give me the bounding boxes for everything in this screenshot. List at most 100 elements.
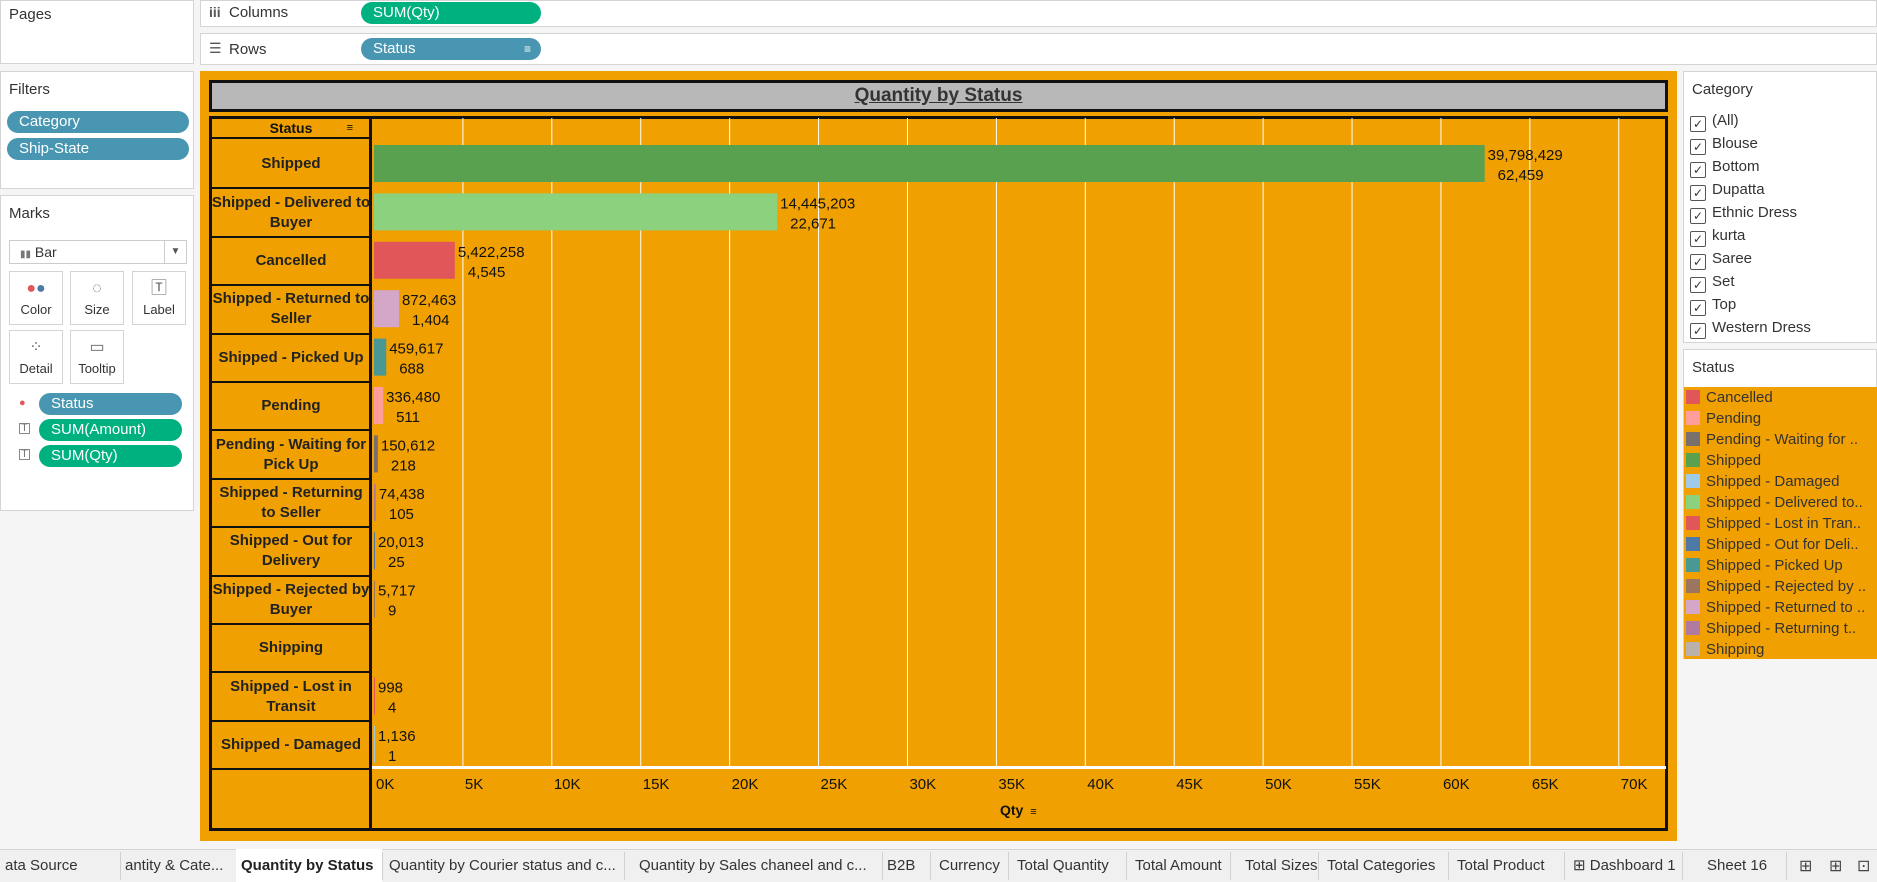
bar[interactable] (374, 241, 455, 279)
category-checkbox-row[interactable]: ✓ Dupatta (1690, 178, 1765, 201)
sheet-tab[interactable]: ata Source (0, 849, 120, 882)
legend-item[interactable]: Shipped - Lost in Tran.. (1686, 513, 1876, 534)
category-checkbox-row[interactable]: ✓ Set (1690, 270, 1735, 293)
row-header-label[interactable]: Shipped - Damaged (220, 735, 362, 753)
sheet-tab[interactable]: Sheet 16 (1702, 849, 1786, 882)
new-worksheet-icon[interactable]: ⊞ (1799, 858, 1813, 875)
tab-separator (1008, 852, 1009, 880)
checkbox-icon[interactable]: ✓ (1690, 139, 1706, 155)
sort-icon[interactable]: ≡ (1030, 806, 1037, 818)
bar[interactable] (374, 532, 375, 570)
sheet-tab[interactable]: Total Sizes (1240, 849, 1318, 882)
sheet-tab[interactable]: antity & Cate... (120, 849, 236, 882)
checkbox-icon[interactable]: ✓ (1690, 254, 1706, 270)
bar[interactable] (374, 338, 387, 376)
category-checkbox-row[interactable]: ✓ Ethnic Dress (1690, 201, 1797, 224)
checkbox-icon[interactable]: ✓ (1690, 185, 1706, 201)
bar[interactable] (374, 483, 376, 521)
bar[interactable] (374, 290, 399, 328)
checkbox-icon[interactable]: ✓ (1690, 208, 1706, 224)
row-header-title[interactable]: Status ≡ (269, 120, 353, 136)
tooltip-button[interactable]: ▭ Tooltip (70, 330, 124, 384)
row-header-label[interactable]: Pending (261, 397, 321, 415)
x-axis-title[interactable]: Qty ≡ (1000, 802, 1037, 818)
row-header-label[interactable]: Shipped - Delivered to Buyer (211, 193, 371, 231)
checkbox-icon[interactable]: ✓ (1690, 231, 1706, 247)
new-dashboard-icon[interactable]: ⊞ (1829, 858, 1843, 875)
marks-card[interactable]: Marks ▮▮ Bar ▼ ●● Color ◌ Size 🅃 Label ⁘ Det… (0, 195, 194, 511)
row-header-label[interactable]: Shipped - Returned to Seller (212, 290, 370, 328)
row-header-label[interactable]: Cancelled (255, 251, 327, 269)
legend-item[interactable]: Shipped (1686, 450, 1876, 471)
mark-field-sum-qty[interactable]: SUM(Qty) (39, 445, 182, 467)
legend-item[interactable]: Pending (1686, 408, 1876, 429)
mark-field-sum-amount[interactable]: SUM(Amount) (39, 419, 182, 441)
bar[interactable] (374, 580, 375, 618)
category-checkbox-row[interactable]: ✓ kurta (1690, 224, 1745, 247)
category-checkbox-row[interactable]: ✓ Bottom (1690, 155, 1760, 178)
bar[interactable] (374, 387, 384, 424)
legend-item[interactable]: Shipped - Returning t.. (1686, 618, 1876, 639)
sort-icon[interactable]: ≡ (346, 122, 353, 134)
legend-item[interactable]: Cancelled (1686, 387, 1876, 408)
detail-button[interactable]: ⁘ Detail (9, 330, 63, 384)
legend-item[interactable]: Pending - Waiting for .. (1686, 429, 1876, 450)
sheet-tab[interactable]: Total Categories (1322, 849, 1448, 882)
row-header-label[interactable]: Shipped - Picked Up (218, 348, 364, 366)
mark-field-status[interactable]: Status (39, 393, 182, 415)
sheet-tab[interactable]: Total Quantity (1012, 849, 1126, 882)
row-header-label[interactable]: Shipped - Rejected by Buyer (212, 580, 370, 618)
color-button[interactable]: ●● Color (9, 271, 63, 325)
sheet-tab[interactable]: Quantity by Sales chaneel and c... (634, 849, 882, 882)
filter-pill-category[interactable]: Category (7, 111, 189, 133)
row-header-label[interactable]: Shipping (258, 639, 324, 657)
bar[interactable] (374, 435, 378, 473)
bar[interactable] (374, 677, 375, 715)
rows-pill-status[interactable]: Status ≡ (361, 38, 541, 60)
sort-icon[interactable]: ≡ (523, 42, 531, 56)
category-checkbox-row[interactable]: ✓ Top (1690, 293, 1736, 316)
sheet-tab[interactable]: Quantity by Status (236, 849, 382, 882)
bar[interactable] (374, 725, 375, 763)
row-header-label[interactable]: Shipped - Out for Delivery (229, 532, 353, 570)
legend-item[interactable]: Shipping (1686, 639, 1876, 660)
sheet-tab[interactable]: ⊞ Dashboard 1 (1568, 849, 1682, 882)
checkbox-icon[interactable]: ✓ (1690, 277, 1706, 293)
legend-item[interactable]: Shipped - Out for Deli.. (1686, 534, 1876, 555)
columns-shelf[interactable]: iii Columns SUM(Qty) (200, 0, 1877, 27)
filter-pill-ship-state[interactable]: Ship-State (7, 138, 189, 160)
pages-card[interactable]: Pages (0, 0, 194, 64)
category-filter-card[interactable]: Category (1683, 71, 1877, 343)
checkbox-icon[interactable]: ✓ (1690, 162, 1706, 178)
checkbox-icon[interactable]: ✓ (1690, 300, 1706, 316)
legend-item[interactable]: Shipped - Rejected by .. (1686, 576, 1876, 597)
legend-item[interactable]: Shipped - Delivered to.. (1686, 492, 1876, 513)
size-button[interactable]: ◌ Size (70, 271, 124, 325)
category-checkbox-row[interactable]: ✓ (All) (1690, 109, 1739, 132)
legend-item[interactable]: Shipped - Picked Up (1686, 555, 1876, 576)
sheet-tab[interactable]: Total Amount (1130, 849, 1230, 882)
category-checkbox-row[interactable]: ✓ Saree (1690, 247, 1752, 270)
category-checkbox-row[interactable]: ✓ Blouse (1690, 132, 1758, 155)
legend-item[interactable]: Shipped - Returned to .. (1686, 597, 1876, 618)
bar[interactable] (374, 193, 778, 231)
columns-pill-sum-qty[interactable]: SUM(Qty) (361, 2, 541, 24)
sheet-tab[interactable]: B2B (882, 849, 930, 882)
legend-item[interactable]: Shipped - Damaged (1686, 471, 1876, 492)
row-header-label[interactable]: Shipped - Lost in Transit (230, 677, 352, 715)
row-header-label[interactable]: Pending - Waiting for Pick Up (215, 435, 367, 473)
sheet-tab[interactable]: Quantity by Courier status and c... (384, 849, 624, 882)
mark-type-dropdown[interactable]: ▮▮ Bar ▼ (9, 240, 187, 264)
sheet-tab[interactable]: Currency (934, 849, 1008, 882)
bar[interactable] (374, 145, 1485, 182)
row-header-label[interactable]: Shipped - Returning to Seller (219, 483, 363, 521)
rows-shelf[interactable]: ☰ Rows Status ≡ (200, 33, 1877, 65)
checkbox-icon[interactable]: ✓ (1690, 116, 1706, 132)
filters-card[interactable]: Filters Category Ship-State (0, 71, 194, 189)
row-header-label[interactable]: Shipped (261, 155, 321, 173)
new-story-icon[interactable]: ⊡ (1857, 858, 1871, 875)
label-button[interactable]: 🅃 Label (132, 271, 186, 325)
category-checkbox-row[interactable]: ✓ Western Dress (1690, 316, 1811, 339)
sheet-tab[interactable]: Total Product (1452, 849, 1564, 882)
checkbox-icon[interactable]: ✓ (1690, 323, 1706, 339)
